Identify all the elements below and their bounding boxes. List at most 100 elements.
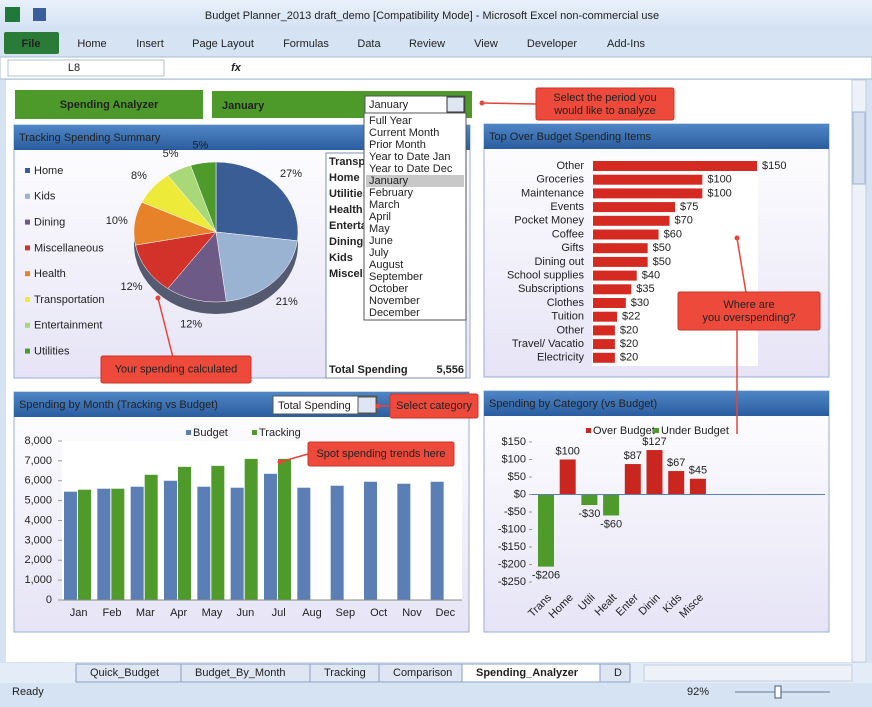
dropdown-option[interactable]: May <box>369 223 390 235</box>
y-tick-label: 2,000 <box>24 554 52 566</box>
bar-value-label: $35 <box>636 283 654 295</box>
dropdown-option[interactable]: November <box>369 295 420 307</box>
bar <box>111 488 125 600</box>
legend-label: Tracking <box>259 427 301 439</box>
legend-swatch <box>252 430 257 435</box>
ribbon-tab[interactable]: Page Layout <box>192 38 254 50</box>
dropdown-option[interactable]: August <box>369 259 403 271</box>
callout <box>677 291 821 331</box>
sheet-tab-label[interactable]: Spending_Analyzer <box>476 667 579 679</box>
sheet-tab-label[interactable]: Quick_Budget <box>90 667 159 679</box>
bar-value-label: $20 <box>620 324 638 336</box>
x-tick-label: Aug <box>302 607 322 619</box>
dropdown-option[interactable]: Current Month <box>369 127 439 139</box>
sheet-tab-label[interactable]: Comparison <box>393 667 452 679</box>
callout-arrow-head <box>155 295 161 301</box>
legend-swatch <box>25 219 30 225</box>
fx-label: fx <box>231 62 242 74</box>
dropdown-option[interactable]: Full Year <box>369 115 412 127</box>
vertical-scrollbar[interactable] <box>851 79 867 663</box>
ribbon-tab[interactable]: Add-Ins <box>607 38 645 50</box>
x-tick-label: Sep <box>336 607 356 619</box>
dropdown-option[interactable]: June <box>369 235 393 247</box>
x-tick-label: Jun <box>236 607 254 619</box>
dropdown-option[interactable]: April <box>369 211 391 223</box>
bar-value-label: -$30 <box>578 508 600 520</box>
bar <box>430 481 444 600</box>
selector-arrow[interactable] <box>357 396 377 414</box>
callout-text: Select category <box>396 400 472 412</box>
pie-value-label: 10% <box>106 215 128 227</box>
dropdown-option[interactable]: February <box>369 187 414 199</box>
horizontal-scrollbar[interactable] <box>643 664 853 682</box>
dropdown-option[interactable]: January <box>369 175 409 187</box>
ribbon-tab[interactable]: Developer <box>527 38 577 50</box>
summary-row: Kids <box>329 252 353 264</box>
dropdown-option[interactable]: March <box>369 199 400 211</box>
legend-swatch <box>186 430 191 435</box>
dropdown-option[interactable]: Prior Month <box>369 139 426 151</box>
ribbon-tab[interactable]: Home <box>77 38 106 50</box>
legend-label: Over Budget <box>593 425 655 437</box>
bar-category: Subscriptions <box>518 283 585 295</box>
bar-category: Tuition <box>551 311 584 323</box>
bar-category: Coffee <box>552 228 584 240</box>
bar <box>538 494 554 567</box>
bar <box>581 494 598 505</box>
total-label: Total Spending <box>329 364 408 376</box>
callout-arrow-head <box>277 459 283 465</box>
bar-category: School supplies <box>507 270 585 282</box>
bar <box>211 465 225 600</box>
bar-category: Dining out <box>534 256 584 268</box>
y-tick-label: $0 <box>514 488 526 500</box>
bar-value-label: $22 <box>622 311 640 323</box>
pie-value-label: 21% <box>276 296 298 308</box>
dropdown-option[interactable]: December <box>369 307 420 319</box>
legend-swatch <box>25 322 30 328</box>
dropdown-option[interactable]: October <box>369 283 408 295</box>
ribbon-tab[interactable]: Formulas <box>283 38 329 50</box>
sheet-tab-label[interactable]: Budget_By_Month <box>195 667 286 679</box>
ribbon-tab[interactable]: File <box>22 38 41 50</box>
pie-slice <box>190 161 217 233</box>
bar-value-label: $100 <box>555 445 579 457</box>
sheet-tab-label[interactable]: D <box>614 667 622 679</box>
name-box[interactable] <box>7 59 165 77</box>
legend-label: Budget <box>193 427 228 439</box>
legend-label: Health <box>34 268 66 280</box>
monthly-panel-title: Spending by Month (Tracking vs Budget) <box>19 399 218 411</box>
y-tick-label: $50 <box>508 471 526 483</box>
pie-slice <box>215 231 298 302</box>
dropdown-option[interactable]: Year to Date Dec <box>369 163 453 175</box>
pie-slice <box>215 161 299 242</box>
bar <box>264 473 277 600</box>
ribbon-tab[interactable]: View <box>474 38 498 50</box>
scroll-thumb[interactable] <box>852 111 866 185</box>
header-title-box <box>15 90 203 119</box>
sheet-tab[interactable] <box>599 663 631 683</box>
dropdown-option[interactable]: September <box>369 271 423 283</box>
ribbon-tab[interactable]: Insert <box>136 38 164 50</box>
zoom-thumb[interactable] <box>774 685 782 699</box>
bar-value-label: $20 <box>620 352 638 364</box>
y-tick-label: 1,000 <box>24 574 52 586</box>
header-title: Spending Analyzer <box>60 99 159 111</box>
callout-text: Your spending calculated <box>115 363 238 375</box>
legend-label: Dining <box>34 217 65 229</box>
total-value: 5,556 <box>436 364 464 376</box>
bar <box>593 202 675 213</box>
bar <box>593 311 618 322</box>
ribbon-tab[interactable]: Review <box>409 38 445 50</box>
combobox-arrow[interactable] <box>446 96 465 113</box>
y-tick-label: 6,000 <box>24 475 52 487</box>
bar-value-label: $67 <box>667 457 685 469</box>
x-tick-label: Oct <box>370 607 387 619</box>
file-tab[interactable] <box>4 32 59 54</box>
bar <box>230 487 244 600</box>
bar <box>593 284 632 295</box>
dropdown-option[interactable]: Year to Date Jan <box>369 151 451 163</box>
sheet-tab-label[interactable]: Tracking <box>324 667 366 679</box>
dropdown-option[interactable]: July <box>369 247 389 259</box>
bar <box>397 483 411 600</box>
ribbon-tab[interactable]: Data <box>357 38 381 50</box>
